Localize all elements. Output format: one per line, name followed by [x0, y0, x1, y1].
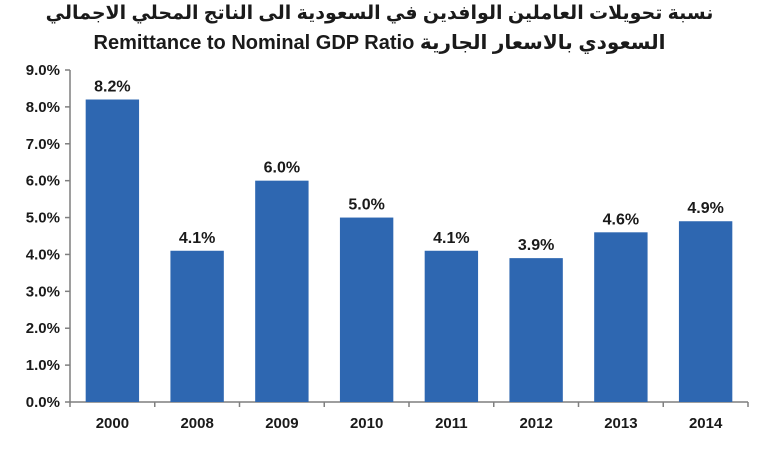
- x-tick-label-2008: 2008: [180, 415, 213, 432]
- x-tick-label-2009: 2009: [265, 415, 298, 432]
- bar-2009: [255, 180, 309, 402]
- bar-2011: [424, 250, 479, 402]
- y-tick-label: 9.0%: [26, 62, 60, 79]
- chart-title-arabic: نسبة تحويلات العاملين الوافدين في السعود…: [45, 3, 714, 24]
- data-label-2000: 8.2%: [94, 79, 130, 96]
- x-tick-label-2013: 2013: [604, 415, 637, 432]
- bar-2013: [594, 232, 648, 402]
- bar-2012: [509, 258, 563, 402]
- chart-title-english: Remittance to Nominal GDP Ratio السعودي …: [93, 32, 666, 54]
- x-tick-label-2000: 2000: [96, 415, 129, 432]
- x-tick-label-2011: 2011: [435, 415, 468, 432]
- y-tick-label: 0.0%: [26, 394, 60, 411]
- y-tick-label: 6.0%: [26, 173, 60, 190]
- y-tick-label: 2.0%: [26, 320, 60, 337]
- bar-2014: [678, 221, 733, 402]
- data-label-2014: 4.9%: [687, 200, 723, 217]
- y-tick-label: 7.0%: [26, 136, 60, 153]
- y-tick-label: 4.0%: [26, 246, 60, 263]
- y-tick-label: 3.0%: [26, 283, 60, 300]
- data-label-2012: 3.9%: [518, 237, 554, 254]
- x-tick-label-2012: 2012: [519, 415, 552, 432]
- y-tick-label: 1.0%: [26, 357, 60, 374]
- data-label-2009: 6.0%: [264, 160, 300, 177]
- y-tick-label: 8.0%: [26, 99, 60, 116]
- y-tick-label: 5.0%: [26, 210, 60, 227]
- bar-2008: [170, 250, 224, 402]
- data-label-2010: 5.0%: [348, 197, 384, 214]
- x-tick-label-2010: 2010: [350, 415, 383, 432]
- bar-2010: [339, 217, 394, 402]
- data-label-2011: 4.1%: [433, 230, 469, 247]
- x-tick-label-2014: 2014: [689, 415, 723, 432]
- data-label-2008: 4.1%: [179, 230, 215, 247]
- data-label-2013: 4.6%: [603, 211, 639, 228]
- bar-2000: [85, 99, 140, 402]
